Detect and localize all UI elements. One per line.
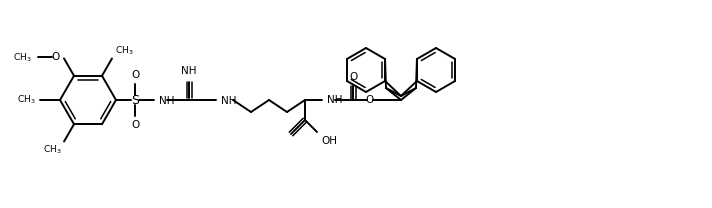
Text: CH$_3$: CH$_3$ [14, 51, 32, 64]
Text: O: O [131, 120, 139, 130]
Text: NH: NH [159, 96, 174, 106]
Text: CH$_3$: CH$_3$ [115, 45, 134, 57]
Text: O: O [366, 95, 374, 105]
Text: OH: OH [321, 136, 337, 146]
Text: CH$_3$: CH$_3$ [17, 94, 36, 106]
Text: O: O [131, 70, 139, 80]
Text: CH$_3$: CH$_3$ [43, 144, 62, 156]
Text: O: O [52, 52, 60, 62]
Text: S: S [131, 94, 139, 106]
Text: NH: NH [182, 66, 197, 76]
Text: O: O [349, 72, 357, 82]
Text: NH: NH [221, 96, 236, 106]
Text: NH: NH [327, 95, 342, 105]
